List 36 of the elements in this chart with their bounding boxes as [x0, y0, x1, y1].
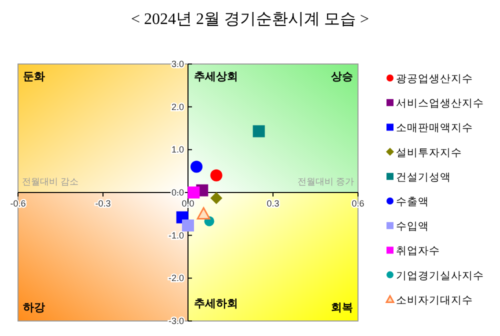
point [252, 125, 265, 138]
annotation: 추세상회 [194, 71, 238, 83]
legend-label: 기업경기실사지수 [396, 270, 484, 282]
annotation: 회복 [331, 302, 353, 314]
legend-label: 설비투자지수 [396, 146, 462, 159]
annotation: 하강 [23, 302, 45, 314]
annotation: 전월대비 감소 [22, 176, 79, 186]
legend-label: 건설기성액 [396, 171, 451, 184]
y-tick-label: -2.0 [168, 273, 184, 284]
legend-label: 수입액 [396, 220, 429, 233]
legend-label: 수출액 [396, 196, 429, 208]
legend-label: 서비스업생산지수 [396, 98, 484, 110]
x-tick-label: 0.6 [352, 198, 364, 208]
point [188, 186, 200, 198]
point [196, 207, 210, 220]
legend-label: 취업자수 [396, 245, 440, 258]
point [190, 160, 202, 173]
x-tick-label: -0.6 [10, 198, 26, 208]
chart-title: < 2024년 2월 경기순환시계 모습 > [130, 11, 370, 28]
annotation: 추세하회 [194, 298, 238, 310]
y-tick-label: 1.0 [171, 144, 184, 155]
legend-label: 광공업생산지수 [396, 73, 473, 85]
annotation: 전월대비 증가 [297, 176, 354, 186]
annotation: 상승 [331, 71, 353, 83]
y-tick-label: 3.0 [171, 59, 184, 69]
legend-label: 소비자기대지수 [396, 294, 473, 306]
x-tick-label: 0.3 [266, 198, 280, 208]
y-tick-label: -1.0 [168, 230, 184, 240]
legend-label: 소매판매액지수 [396, 122, 473, 134]
point [210, 192, 222, 204]
y-tick-label: -3.0 [168, 316, 184, 326]
point [210, 169, 222, 182]
y-tick-label: 2.0 [171, 102, 184, 112]
annotation: 둔화 [23, 71, 45, 83]
point [182, 219, 194, 232]
x-tick-label: -0.3 [95, 198, 111, 208]
